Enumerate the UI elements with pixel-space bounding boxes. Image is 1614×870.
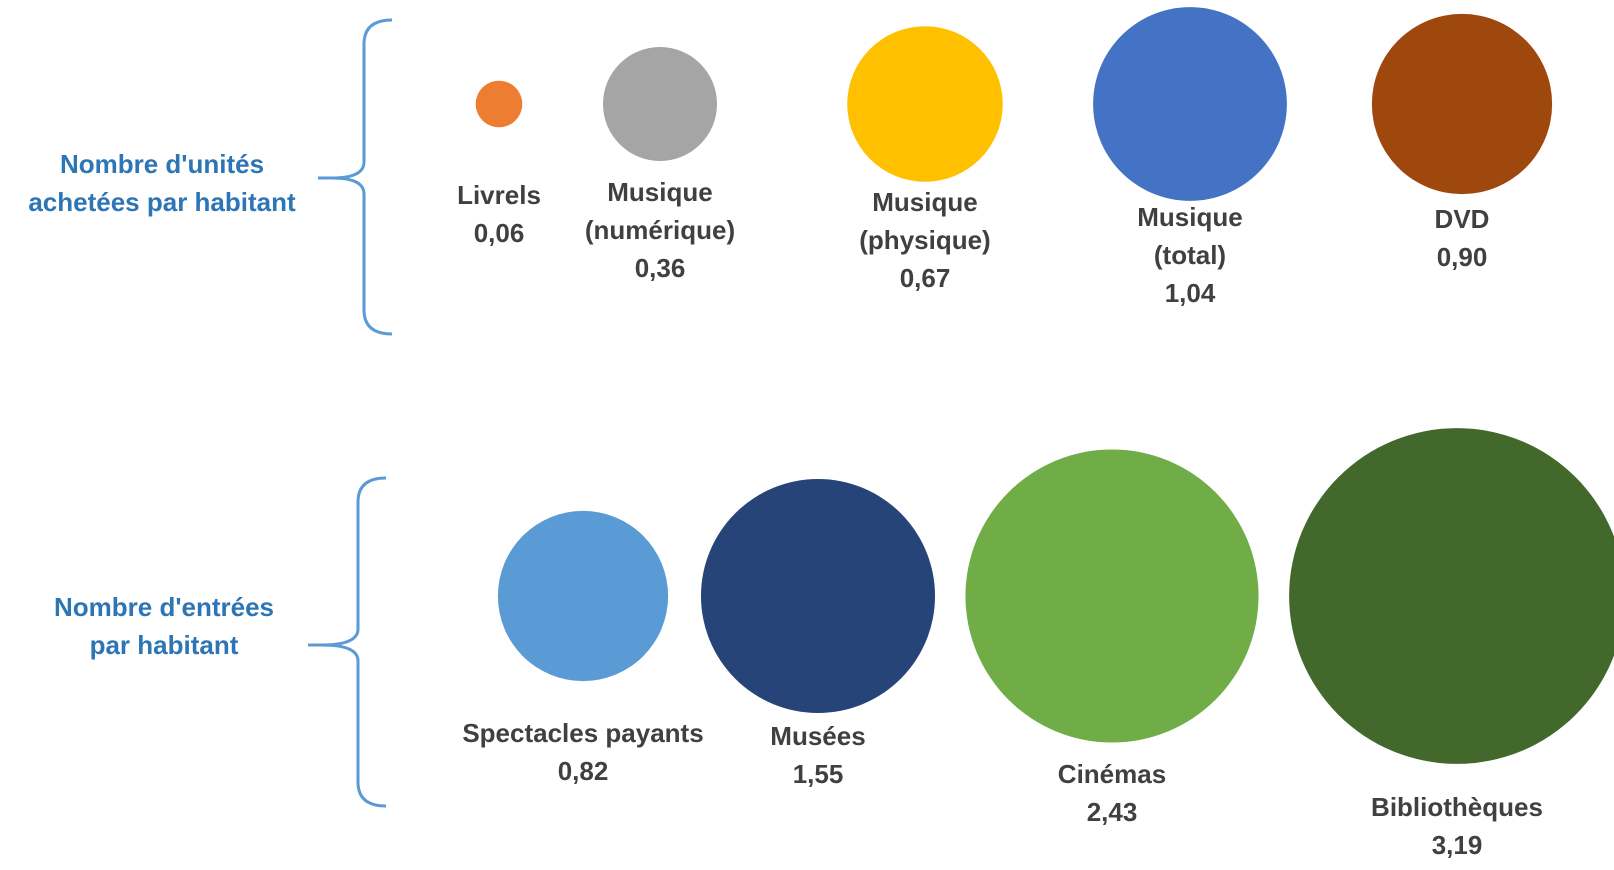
bubble-value-label: 2,43 [1087, 797, 1138, 827]
bubble-cin-mas [965, 449, 1259, 743]
bubble-value-label: 3,19 [1432, 830, 1483, 860]
bubble-value-label: 1,04 [1165, 278, 1216, 308]
bubble-label: Musique (numérique) 0,36 [585, 177, 735, 283]
group-label-1: Nombre d'unités achetées par habitant [28, 149, 296, 217]
bubble-name-label: Musées [770, 721, 865, 751]
bubble-musique [847, 26, 1003, 182]
bubble-name-label: DVD [1435, 204, 1490, 234]
bubble-label: Musique (physique) 0,67 [859, 187, 990, 293]
bubble-biblioth-ques [1289, 428, 1614, 764]
bubble-label: Bibliothèques 3,19 [1371, 792, 1543, 860]
bubble-name-label: (total) [1154, 240, 1226, 270]
bubble-value-label: 0,36 [635, 253, 686, 283]
bubble-value-label: 0,06 [474, 218, 525, 248]
bubble-label: Spectacles payants 0,82 [462, 718, 703, 786]
bubble-label: Musique (total) 1,04 [1137, 202, 1242, 308]
bubble-name-label: (physique) [859, 225, 990, 255]
bubble-mus-es [700, 478, 936, 714]
bubble-name-label: Musique [872, 187, 977, 217]
bubble-label: Livrels 0,06 [457, 180, 541, 248]
bubble-name-label: (numérique) [585, 215, 735, 245]
group-label-line: Nombre d'entrées [54, 592, 274, 622]
bubble-name-label: Musique [1137, 202, 1242, 232]
bubble-value-label: 0,67 [900, 263, 951, 293]
bubble-label: Cinémas 2,43 [1058, 759, 1166, 827]
group-label-2: Nombre d'entrées par habitant [54, 592, 274, 660]
bubble-label: Musées 1,55 [770, 721, 865, 789]
bubble-value-label: 1,55 [793, 759, 844, 789]
bubble-name-label: Cinémas [1058, 759, 1166, 789]
group-label-line: par habitant [90, 630, 239, 660]
bubble-musique [603, 47, 717, 161]
bubble-name-label: Livrels [457, 180, 541, 210]
bubble-dvd [1371, 13, 1553, 195]
bubble-label: DVD 0,90 [1435, 204, 1490, 272]
group-label-line: achetées par habitant [28, 187, 296, 217]
bubble-spectacles-payants [497, 510, 669, 682]
bubble-name-label: Musique [607, 177, 712, 207]
bubble-musique [1093, 7, 1287, 201]
bubble-livrels [475, 80, 523, 128]
group-brace-2 [308, 476, 387, 808]
bubble-name-label: Bibliothèques [1371, 792, 1543, 822]
bubble-value-label: 0,82 [558, 756, 609, 786]
group-label-line: Nombre d'unités [60, 149, 264, 179]
bubble-name-label: Spectacles payants [462, 718, 703, 748]
bubble-value-label: 0,90 [1437, 242, 1488, 272]
group-brace-1 [318, 18, 393, 336]
